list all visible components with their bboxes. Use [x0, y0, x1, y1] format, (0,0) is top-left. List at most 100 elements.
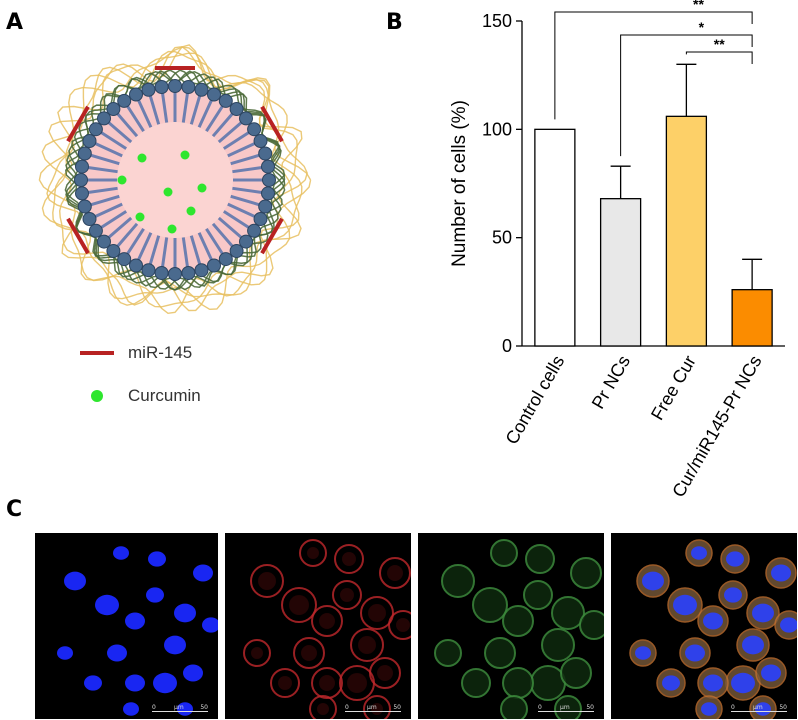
lipid-head [181, 80, 196, 94]
cell-membrane [334, 544, 364, 574]
lipid-tail [126, 105, 145, 133]
lipid-tail [232, 166, 263, 174]
mir145-strand [260, 105, 284, 143]
cell-body [258, 572, 276, 590]
cell-nucleus [125, 674, 145, 692]
cell-body [340, 588, 354, 602]
cell-membrane [525, 544, 555, 574]
cell-membrane [379, 557, 411, 589]
lipid-tail [100, 131, 128, 150]
scale-label: 50 [779, 704, 787, 711]
lipid-tail [107, 121, 133, 144]
cell-nucleus [84, 675, 102, 691]
scale-label: 50 [586, 704, 594, 711]
lipid-head [239, 234, 253, 249]
lipid-head [258, 199, 273, 214]
lipid-tail [189, 95, 202, 125]
cell-nucleus [193, 564, 213, 582]
nanocarrier-schematic [38, 44, 312, 315]
legend-label-mir145: miR-145 [128, 343, 193, 362]
lipid-head [261, 186, 275, 201]
lipid-head [253, 212, 268, 226]
cell-membrane [441, 564, 475, 598]
lipid-head [194, 263, 209, 278]
lipid-tail [222, 131, 250, 150]
nanocarrier-illustration [38, 44, 312, 315]
lipid-head [258, 146, 273, 161]
lipid-head [117, 252, 132, 267]
bar [665, 115, 708, 347]
cell-body [307, 547, 319, 559]
curcumin-dot [186, 206, 196, 216]
lipid-head [82, 134, 97, 148]
cell-membrane [311, 605, 343, 637]
cell-body [301, 645, 317, 661]
cell-membrane [461, 668, 491, 698]
cell-body [251, 647, 263, 659]
lipid-tail [116, 222, 139, 248]
lipid-head [207, 258, 221, 273]
scale-bar: 0 μm 50 [345, 703, 401, 715]
bar [599, 198, 642, 347]
scale-unit: μm [367, 704, 377, 711]
lipid-tail [126, 227, 145, 255]
lipid-head [239, 111, 253, 126]
lipid-tail [230, 194, 260, 207]
curcumin-dot-icon [91, 390, 103, 402]
lipid-tail [137, 99, 153, 128]
lipid-tail [87, 166, 118, 174]
lipid-tail [227, 142, 256, 158]
cell-body [278, 676, 292, 690]
lipid-tail [148, 235, 161, 265]
mir145-strand [66, 217, 90, 255]
cell-body [377, 665, 393, 681]
scale-label: 0 [345, 704, 349, 711]
lipid-tail [161, 92, 169, 123]
bar [731, 289, 773, 347]
cell-body [319, 675, 335, 691]
lipid-tail [189, 235, 202, 265]
lipid-tail [222, 210, 250, 229]
cell-membrane [560, 657, 592, 689]
cell-membrane [541, 628, 575, 662]
x-tick-label: Free Cur [647, 352, 700, 424]
lipid-head [247, 122, 262, 137]
lipid-tail [94, 142, 123, 158]
lipid-head [97, 111, 111, 126]
cell-membrane [299, 539, 327, 567]
lipid-head [229, 102, 244, 116]
lipid-head [77, 199, 92, 214]
lipid-tail [107, 216, 133, 239]
cell-membrane [500, 695, 528, 719]
lipid-head [88, 223, 103, 238]
lipid-head [154, 266, 169, 280]
cell-membrane [270, 668, 300, 698]
lipid-tail [137, 232, 153, 261]
significance-bracket [620, 34, 753, 157]
cell-body [317, 703, 329, 715]
cell-nucleus [177, 702, 193, 716]
mir145-strand [260, 217, 284, 255]
lipid-head [82, 212, 97, 226]
cell-nucleus [742, 635, 764, 655]
cell-membrane [523, 580, 553, 610]
cell-membrane [484, 637, 516, 669]
lipid-tail [181, 237, 189, 268]
micrograph-blue: 0 μm 50 [35, 533, 218, 719]
legend-item-mir145: miR-145 [80, 343, 192, 363]
lipid-head [129, 258, 143, 273]
micrograph-merged: 0 μm 50 [611, 533, 797, 719]
micrograph-green: 0 μm 50 [418, 533, 604, 719]
x-tick-label: Pr NCs [588, 352, 634, 412]
lipid-head [229, 244, 244, 258]
y-tick-label: 50 [492, 228, 512, 248]
polymer-coat [41, 50, 308, 311]
cell-nucleus [153, 672, 177, 694]
lipid-head [106, 102, 121, 116]
cell-nucleus [724, 587, 742, 603]
curcumin-dot [163, 187, 173, 197]
cell-membrane [551, 596, 585, 630]
cell-membrane [350, 628, 384, 662]
lipid-tail [197, 99, 213, 128]
scale-bar: 0 μm 50 [538, 703, 594, 715]
